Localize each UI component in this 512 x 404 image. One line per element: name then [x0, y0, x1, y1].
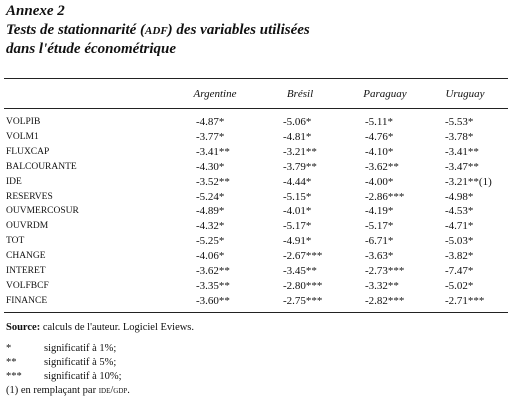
- cell-value: -3.79**: [283, 160, 317, 173]
- cell-value: -4.30*: [196, 160, 225, 173]
- cell-value: -3.52**: [196, 175, 230, 188]
- cell-value: -3.35**: [196, 279, 230, 292]
- cell-value: -4.81*: [283, 130, 312, 143]
- column-header: Brésil: [286, 88, 314, 100]
- cell-value: -4.91*: [283, 235, 312, 248]
- annex-label: Annexe 2: [6, 3, 65, 19]
- cell-value: -5.17*: [283, 220, 312, 233]
- row-label: VOLM1: [6, 131, 39, 142]
- cell-value: -3.21**(1): [445, 175, 492, 188]
- row-label: FLUXCAP: [6, 146, 50, 157]
- footnote: (1) en remplaçant par IDE/GDP.: [6, 384, 130, 397]
- cell-value: -4.76*: [365, 130, 394, 143]
- row-label: OUVRDM: [6, 221, 49, 232]
- cell-value: -3.41**: [196, 145, 230, 158]
- cell-value: -5.24*: [196, 190, 225, 203]
- cell-value: -2.75***: [283, 294, 323, 307]
- cell-value: -3.82*: [445, 250, 474, 263]
- row-label: FINANCE: [6, 295, 48, 306]
- cell-value: -2.73***: [365, 265, 405, 277]
- cell-value: -4.19*: [365, 205, 394, 218]
- note-text: significatif à 10%;: [44, 371, 122, 382]
- cell-value: -5.15*: [283, 190, 312, 203]
- note-symbol: *: [6, 343, 12, 354]
- title-part: ) des variables utilisées: [167, 22, 310, 38]
- row-label: IDE: [6, 176, 22, 187]
- cell-value: -4.00*: [365, 175, 394, 188]
- footnote-part: IDE/GDP: [98, 385, 128, 396]
- row-label: BALCOURANTE: [6, 161, 77, 172]
- cell-value: -3.41**: [445, 145, 479, 158]
- note-line: ** significatif à 5%;: [6, 356, 116, 369]
- cell-value: -4.89*: [196, 205, 225, 218]
- top-rule: [4, 78, 508, 79]
- title-line: Tests de stationnarité (ADF) des variabl…: [6, 21, 310, 39]
- footnote-part: (1) en remplaçant par: [6, 385, 99, 396]
- cell-value: -3.45**: [283, 265, 317, 277]
- title-line: dans l'étude économétrique: [6, 41, 176, 57]
- cell-value: -5.11*: [365, 116, 394, 128]
- cell-value: -3.78*: [445, 130, 474, 143]
- cell-value: -2.82***: [365, 294, 405, 307]
- cell-value: -4.87*: [196, 116, 225, 128]
- cell-value: -3.47**: [445, 160, 479, 173]
- cell-value: -4.32*: [196, 220, 225, 233]
- row-label: TOT: [6, 236, 25, 247]
- cell-value: -4.44*: [283, 175, 312, 188]
- cell-value: -2.86***: [365, 190, 405, 203]
- row-label: OUVMERCOSUR: [6, 206, 79, 217]
- source: Source: calculs de l'auteur. Logiciel Ev…: [6, 321, 194, 334]
- cell-value: -3.62**: [196, 265, 230, 277]
- cell-value: -3.32**: [365, 279, 399, 292]
- cell-value: -4.53*: [445, 205, 474, 218]
- cell-value: -5.17*: [365, 220, 394, 233]
- cell-value: -3.60**: [196, 294, 230, 307]
- cell-value: -4.06*: [196, 250, 225, 263]
- cell-value: -3.21**: [283, 145, 317, 158]
- note-symbol: **: [6, 357, 17, 368]
- cell-value: -6.71*: [365, 235, 394, 248]
- source-label: Source:: [6, 322, 41, 333]
- header-rule: [4, 108, 508, 109]
- column-header: Paraguay: [363, 88, 407, 100]
- row-label: VOLPIB: [6, 117, 41, 127]
- note-line: *** significatif à 10%;: [6, 370, 122, 383]
- title-part: Tests de stationnarité (: [6, 22, 146, 38]
- cell-value: -3.62**: [365, 160, 399, 173]
- cell-value: -5.53*: [445, 116, 474, 128]
- cell-value: -3.77*: [196, 130, 225, 143]
- row-label: VOLFBCF: [6, 280, 49, 291]
- column-header: Uruguay: [445, 88, 485, 100]
- cell-value: -2.67***: [283, 250, 323, 263]
- cell-value: -4.71*: [445, 220, 474, 233]
- cell-value: -5.02*: [445, 279, 474, 292]
- cell-value: -4.98*: [445, 190, 474, 203]
- cell-value: -4.10*: [365, 145, 394, 158]
- cell-value: -4.01*: [283, 205, 312, 218]
- bottom-rule: [4, 312, 508, 313]
- cell-value: -2.80***: [283, 279, 323, 292]
- cell-value: -5.03*: [445, 235, 474, 248]
- note-text: significatif à 1%;: [44, 343, 117, 354]
- cell-value: -7.47*: [445, 265, 474, 277]
- title-part: ADF: [145, 22, 168, 38]
- source-text: calculs de l'auteur. Logiciel Eviews.: [42, 322, 195, 333]
- cell-value: -5.25*: [196, 235, 225, 248]
- cell-value: -2.71***: [445, 294, 485, 307]
- note-symbol: ***: [6, 371, 22, 382]
- cell-value: -5.06*: [283, 116, 312, 128]
- column-header: Argentine: [193, 88, 237, 100]
- note-line: * significatif à 1%;: [6, 342, 116, 355]
- row-label: CHANGE: [6, 251, 46, 262]
- footnote-part: .: [127, 385, 130, 396]
- note-text: significatif à 5%;: [44, 357, 117, 368]
- row-label: INTERET: [6, 266, 46, 276]
- row-label: RESERVES: [6, 191, 53, 202]
- cell-value: -3.63*: [365, 250, 394, 263]
